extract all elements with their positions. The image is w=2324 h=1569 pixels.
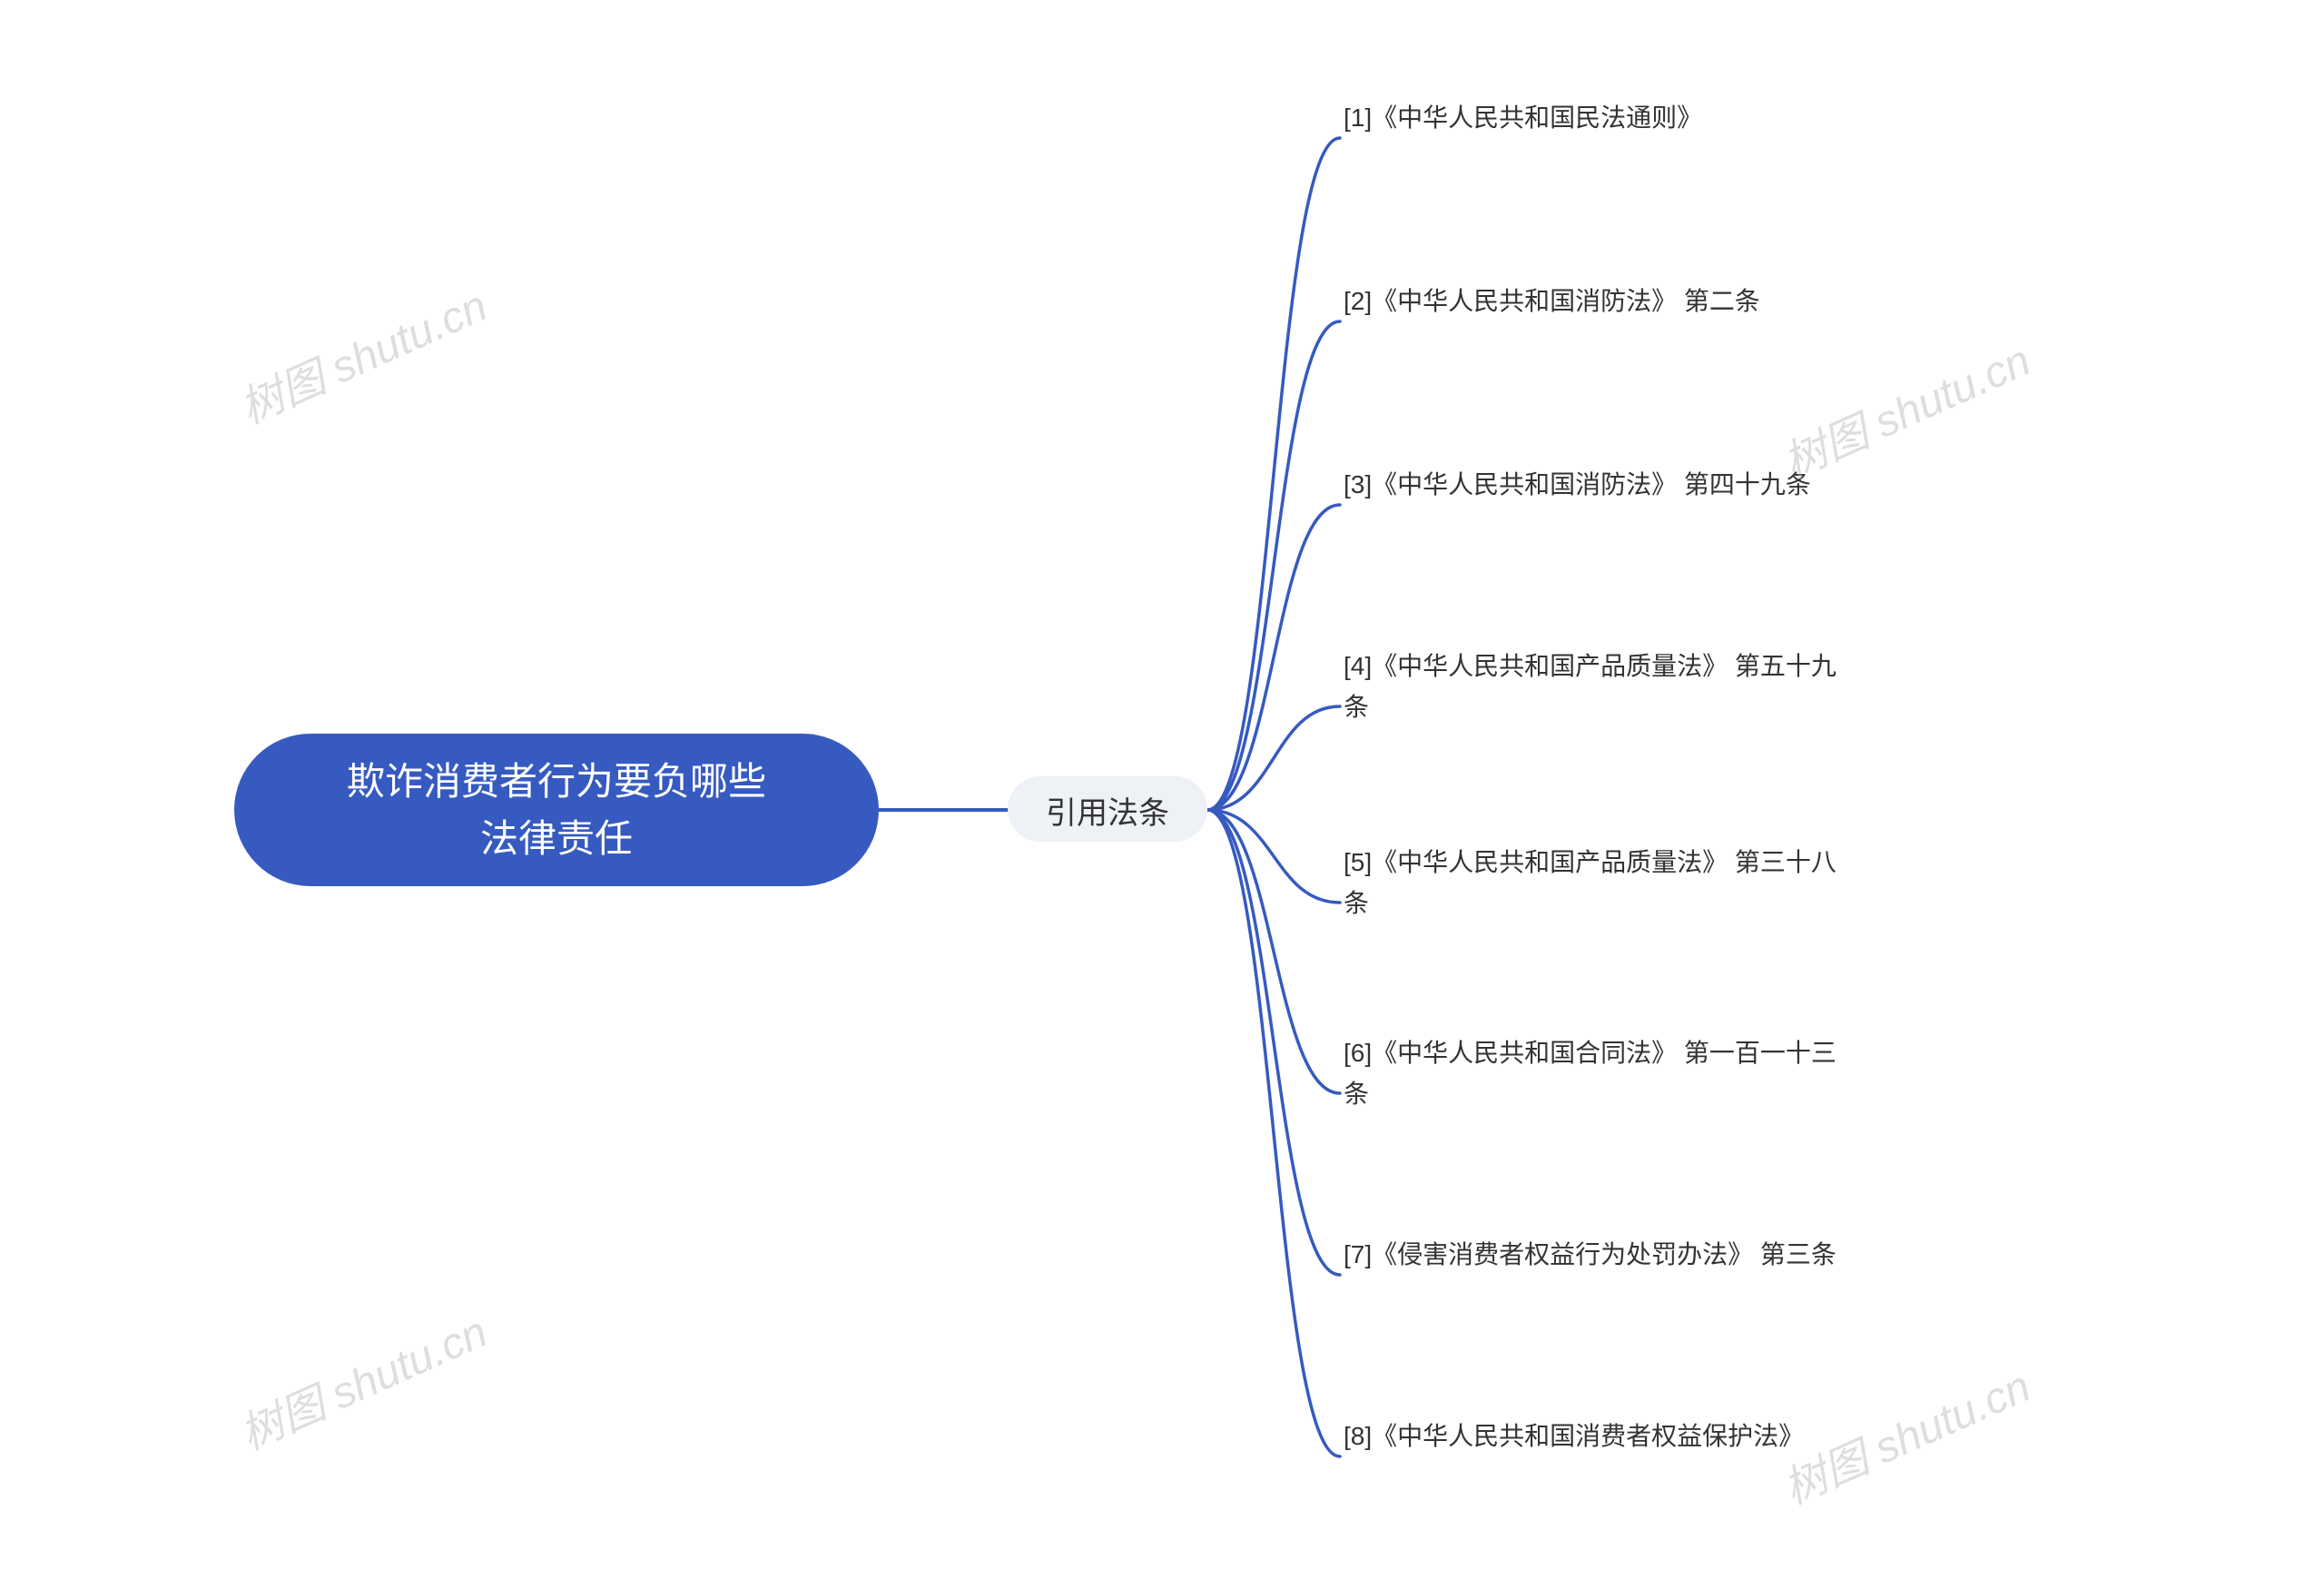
watermark: 树图 shutu.cn [1772,1351,2039,1516]
watermark: 树图 shutu.cn [229,271,496,436]
leaf-node: [6]《中华人民共和国合同法》 第一百一十三条 [1344,1033,1861,1115]
leaf-node-text: [2]《中华人民共和国消防法》 第二条 [1344,287,1760,315]
leaf-node: [4]《中华人民共和国产品质量法》 第五十九条 [1344,646,1861,728]
watermark-text: 树图 shutu.cn [1777,1363,2037,1515]
branch-node-text: 引用法条 [1046,796,1169,831]
leaf-node-text: [1]《中华人民共和国民法通则》 [1344,104,1702,132]
leaf-node-text: [4]《中华人民共和国产品质量法》 第五十九条 [1344,652,1837,721]
watermark-text: 树图 shutu.cn [1777,337,2037,488]
leaf-node-text: [5]《中华人民共和国产品质量法》 第三十八条 [1344,848,1837,917]
root-node: 欺诈消费者行为要负哪些 法律责任 [234,734,879,886]
leaf-node: [7]《侵害消费者权益行为处罚办法》 第三条 [1344,1235,1837,1276]
watermark: 树图 shutu.cn [1772,325,2039,490]
leaf-node: [8]《中华人民共和国消费者权益保护法》 [1344,1416,1804,1457]
watermark: 树图 shutu.cn [229,1297,496,1462]
leaf-node: [1]《中华人民共和国民法通则》 [1344,98,1702,139]
watermark-text: 树图 shutu.cn [233,282,494,434]
leaf-node: [3]《中华人民共和国消防法》 第四十九条 [1344,465,1811,506]
leaf-node-text: [8]《中华人民共和国消费者权益保护法》 [1344,1422,1804,1450]
branch-node: 引用法条 [1008,776,1207,842]
leaf-node: [5]《中华人民共和国产品质量法》 第三十八条 [1344,843,1861,924]
leaf-node: [2]《中华人民共和国消防法》 第二条 [1344,281,1760,322]
leaf-node-text: [6]《中华人民共和国合同法》 第一百一十三条 [1344,1039,1837,1108]
leaf-node-text: [3]《中华人民共和国消防法》 第四十九条 [1344,470,1811,498]
mindmap-canvas: 欺诈消费者行为要负哪些 法律责任 引用法条 [1]《中华人民共和国民法通则》 [2… [0,0,2324,1569]
root-node-text: 欺诈消费者行为要负哪些 法律责任 [347,753,766,867]
leaf-node-text: [7]《侵害消费者权益行为处罚办法》 第三条 [1344,1240,1837,1268]
watermark-text: 树图 shutu.cn [233,1308,494,1460]
